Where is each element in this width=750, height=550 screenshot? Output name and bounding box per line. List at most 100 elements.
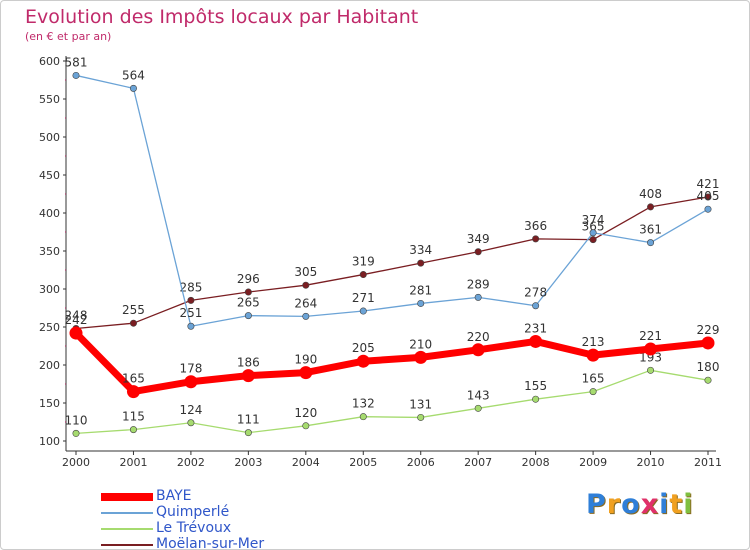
legend-swatch — [101, 528, 153, 530]
data-label: 124 — [179, 403, 202, 417]
x-tick-label: 2005 — [349, 456, 377, 469]
legend-swatch — [101, 512, 153, 514]
legend-label: Moëlan-sur-Mer — [156, 536, 265, 550]
x-tick-label: 2001 — [119, 456, 147, 469]
data-label: 271 — [352, 291, 375, 305]
data-point — [356, 354, 370, 368]
data-label: 374 — [582, 213, 605, 227]
y-tick-label: 250 — [39, 321, 60, 334]
data-label: 366 — [524, 219, 547, 233]
legend-swatch — [101, 493, 153, 501]
legend-label: BAYE — [156, 488, 192, 504]
data-point — [529, 334, 543, 348]
data-label: 365 — [582, 220, 605, 234]
data-label: 131 — [409, 397, 432, 411]
data-label: 319 — [352, 255, 375, 269]
series-line-baye — [72, 329, 712, 396]
legend-swatch — [101, 544, 153, 546]
data-point — [129, 84, 137, 92]
logo-letter: i — [659, 489, 670, 520]
series-line-quimperlé — [75, 74, 709, 327]
data-point — [69, 326, 83, 340]
data-label: 242 — [65, 313, 88, 327]
x-tick-label: 2010 — [637, 456, 665, 469]
data-point — [129, 426, 137, 434]
legend-item: Moëlan-sur-Mer — [101, 536, 341, 550]
proxiti-logo: Proxiti — [586, 489, 694, 520]
logo-letter: o — [621, 489, 641, 520]
data-label: 361 — [639, 223, 662, 237]
data-label: 229 — [697, 323, 720, 337]
data-point — [532, 302, 540, 310]
data-point — [184, 375, 198, 389]
data-label: 110 — [65, 413, 88, 427]
y-tick-label: 500 — [39, 131, 60, 144]
series-line-moëlan-sur-mer — [75, 196, 709, 330]
data-point — [244, 429, 252, 437]
data-point — [359, 413, 367, 421]
data-label: 213 — [582, 335, 605, 349]
data-label: 251 — [179, 306, 202, 320]
data-label: 581 — [65, 55, 88, 69]
data-label: 210 — [409, 337, 432, 351]
data-label: 221 — [639, 329, 662, 343]
data-label: 278 — [524, 286, 547, 300]
data-point — [644, 342, 658, 356]
data-point — [474, 293, 482, 301]
data-label: 564 — [122, 68, 145, 82]
chart-subtitle: (en € et par an) — [25, 30, 112, 43]
data-point — [704, 376, 712, 384]
data-label: 405 — [697, 189, 720, 203]
y-tick-label: 150 — [39, 397, 60, 410]
data-point — [302, 312, 310, 320]
x-tick-label: 2007 — [464, 456, 492, 469]
data-point — [302, 281, 310, 289]
data-point — [187, 296, 195, 304]
data-point — [589, 229, 597, 237]
data-point — [417, 299, 425, 307]
x-tick-label: 2004 — [292, 456, 320, 469]
data-point — [302, 422, 310, 430]
y-tick-label: 600 — [39, 55, 60, 68]
data-point — [701, 336, 715, 350]
legend-label: Quimperlé — [156, 504, 230, 520]
legend: BAYE Quimperlé Le Trévoux Moëlan-sur-Mer — [101, 488, 341, 550]
logo-letter: t — [669, 489, 684, 520]
data-point — [187, 322, 195, 330]
x-tick-label: 2006 — [407, 456, 435, 469]
data-label: 165 — [122, 372, 145, 386]
data-label: 334 — [409, 243, 432, 257]
data-point — [414, 350, 428, 364]
data-point — [532, 235, 540, 243]
y-tick-label: 200 — [39, 359, 60, 372]
data-label: 289 — [467, 277, 490, 291]
y-tick-label: 450 — [39, 169, 60, 182]
data-point — [532, 395, 540, 403]
data-point — [417, 413, 425, 421]
data-point — [187, 419, 195, 427]
data-label: 111 — [237, 413, 260, 427]
data-label: 115 — [122, 410, 145, 424]
data-label: 248 — [65, 309, 88, 323]
data-label: 220 — [467, 330, 490, 344]
data-point — [704, 193, 712, 201]
logo-letter: x — [640, 489, 660, 520]
y-tick-label: 350 — [39, 245, 60, 258]
data-label: 349 — [467, 232, 490, 246]
legend-label: Le Trévoux — [156, 520, 232, 536]
x-tick-label: 2008 — [522, 456, 550, 469]
data-point — [244, 288, 252, 296]
data-point — [704, 205, 712, 213]
data-label: 120 — [294, 406, 317, 420]
legend-item: Le Trévoux — [101, 520, 341, 537]
logo-letter: P — [586, 489, 607, 520]
data-point — [72, 429, 80, 437]
x-tick-label: 2003 — [234, 456, 262, 469]
data-label: 190 — [294, 353, 317, 367]
data-point — [474, 404, 482, 412]
data-label: 408 — [639, 187, 662, 201]
data-point — [586, 348, 600, 362]
data-label: 205 — [352, 341, 375, 355]
